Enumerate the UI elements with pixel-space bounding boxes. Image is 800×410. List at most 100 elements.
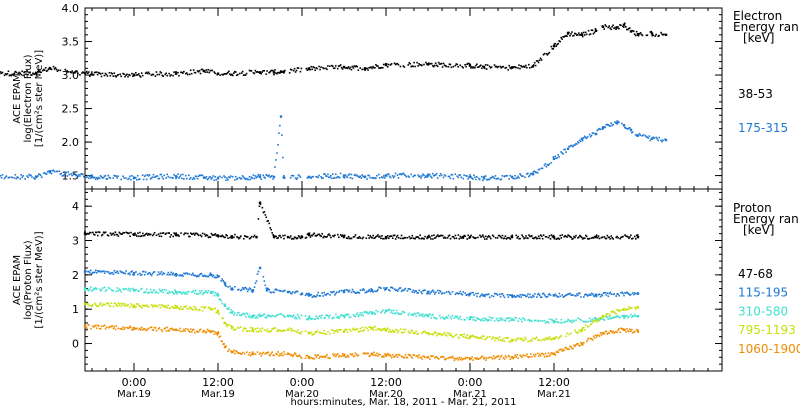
data-point (10, 74, 13, 77)
data-point (455, 292, 458, 294)
data-point (269, 71, 271, 73)
data-point (84, 324, 86, 327)
data-point (562, 35, 564, 38)
data-point (339, 316, 341, 318)
data-point (306, 318, 309, 321)
data-point (253, 286, 256, 288)
data-point (200, 272, 203, 275)
data-point (306, 69, 309, 71)
data-point (468, 335, 472, 338)
data-point (409, 62, 412, 65)
data-point (29, 174, 31, 177)
data-point (232, 175, 234, 178)
data-point (454, 64, 457, 67)
data-point (459, 358, 462, 361)
data-point (597, 293, 600, 296)
data-point (217, 331, 220, 333)
data-point (329, 234, 331, 237)
data-point (268, 354, 271, 356)
data-point (314, 234, 317, 237)
data-point (196, 331, 199, 333)
data-point (556, 295, 559, 298)
data-point (423, 315, 425, 318)
data-point (364, 326, 367, 329)
data-point (423, 238, 425, 240)
data-point (360, 314, 363, 317)
data-point (604, 24, 607, 26)
data-point (116, 177, 118, 179)
data-point (473, 236, 475, 239)
data-point (448, 175, 451, 178)
data-point (371, 313, 373, 315)
data-point (611, 331, 614, 334)
data-point (449, 333, 452, 335)
data-point (572, 237, 574, 240)
data-point (379, 177, 381, 179)
data-point (166, 173, 168, 176)
data-point (167, 175, 169, 178)
data-point (440, 174, 443, 177)
data-point (402, 310, 405, 313)
data-point (241, 313, 243, 316)
data-point (159, 232, 162, 235)
series-1060-1900 (83, 323, 640, 362)
data-point (579, 34, 582, 36)
data-point (6, 73, 9, 75)
data-point (130, 271, 132, 273)
data-point (96, 305, 99, 307)
data-point (554, 293, 557, 296)
data-point (578, 236, 580, 238)
data-point (177, 71, 179, 74)
data-point (576, 343, 578, 345)
data-point (8, 176, 11, 179)
data-point (576, 293, 578, 295)
data-point (93, 287, 95, 290)
data-point (519, 172, 521, 175)
data-point (248, 176, 251, 178)
data-point (169, 273, 172, 276)
data-point (582, 137, 585, 139)
data-point (580, 342, 584, 345)
data-point (335, 176, 338, 179)
data-point (580, 330, 582, 333)
data-point (325, 67, 327, 70)
data-point (122, 175, 124, 178)
legend-entry: 310-580 (738, 304, 788, 318)
data-point (245, 288, 248, 290)
data-point (318, 233, 321, 236)
data-point (359, 311, 362, 314)
data-point (87, 302, 89, 305)
data-point (129, 74, 131, 77)
data-point (91, 272, 93, 275)
data-point (447, 314, 450, 317)
data-point (349, 330, 352, 332)
data-point (371, 352, 373, 355)
data-point (436, 177, 439, 179)
data-point (565, 346, 567, 349)
data-point (224, 303, 226, 306)
data-point (95, 176, 98, 179)
data-point (182, 173, 184, 176)
data-point (176, 273, 178, 276)
data-point (524, 336, 526, 339)
data-point (380, 311, 382, 314)
data-point (132, 287, 134, 290)
data-point (265, 287, 268, 290)
data-point (387, 235, 389, 237)
data-point (346, 289, 349, 292)
data-point (218, 336, 221, 338)
data-point (254, 328, 257, 330)
data-point (601, 128, 604, 130)
data-point (289, 177, 292, 179)
data-point (552, 156, 555, 158)
data-point (324, 317, 326, 319)
data-point (130, 303, 132, 305)
data-point (141, 273, 143, 276)
data-point (332, 173, 334, 175)
data-point (189, 331, 191, 333)
data-point (306, 177, 309, 179)
data-point (160, 235, 163, 238)
data-point (346, 67, 349, 70)
data-point (296, 177, 299, 179)
data-point (143, 175, 146, 178)
